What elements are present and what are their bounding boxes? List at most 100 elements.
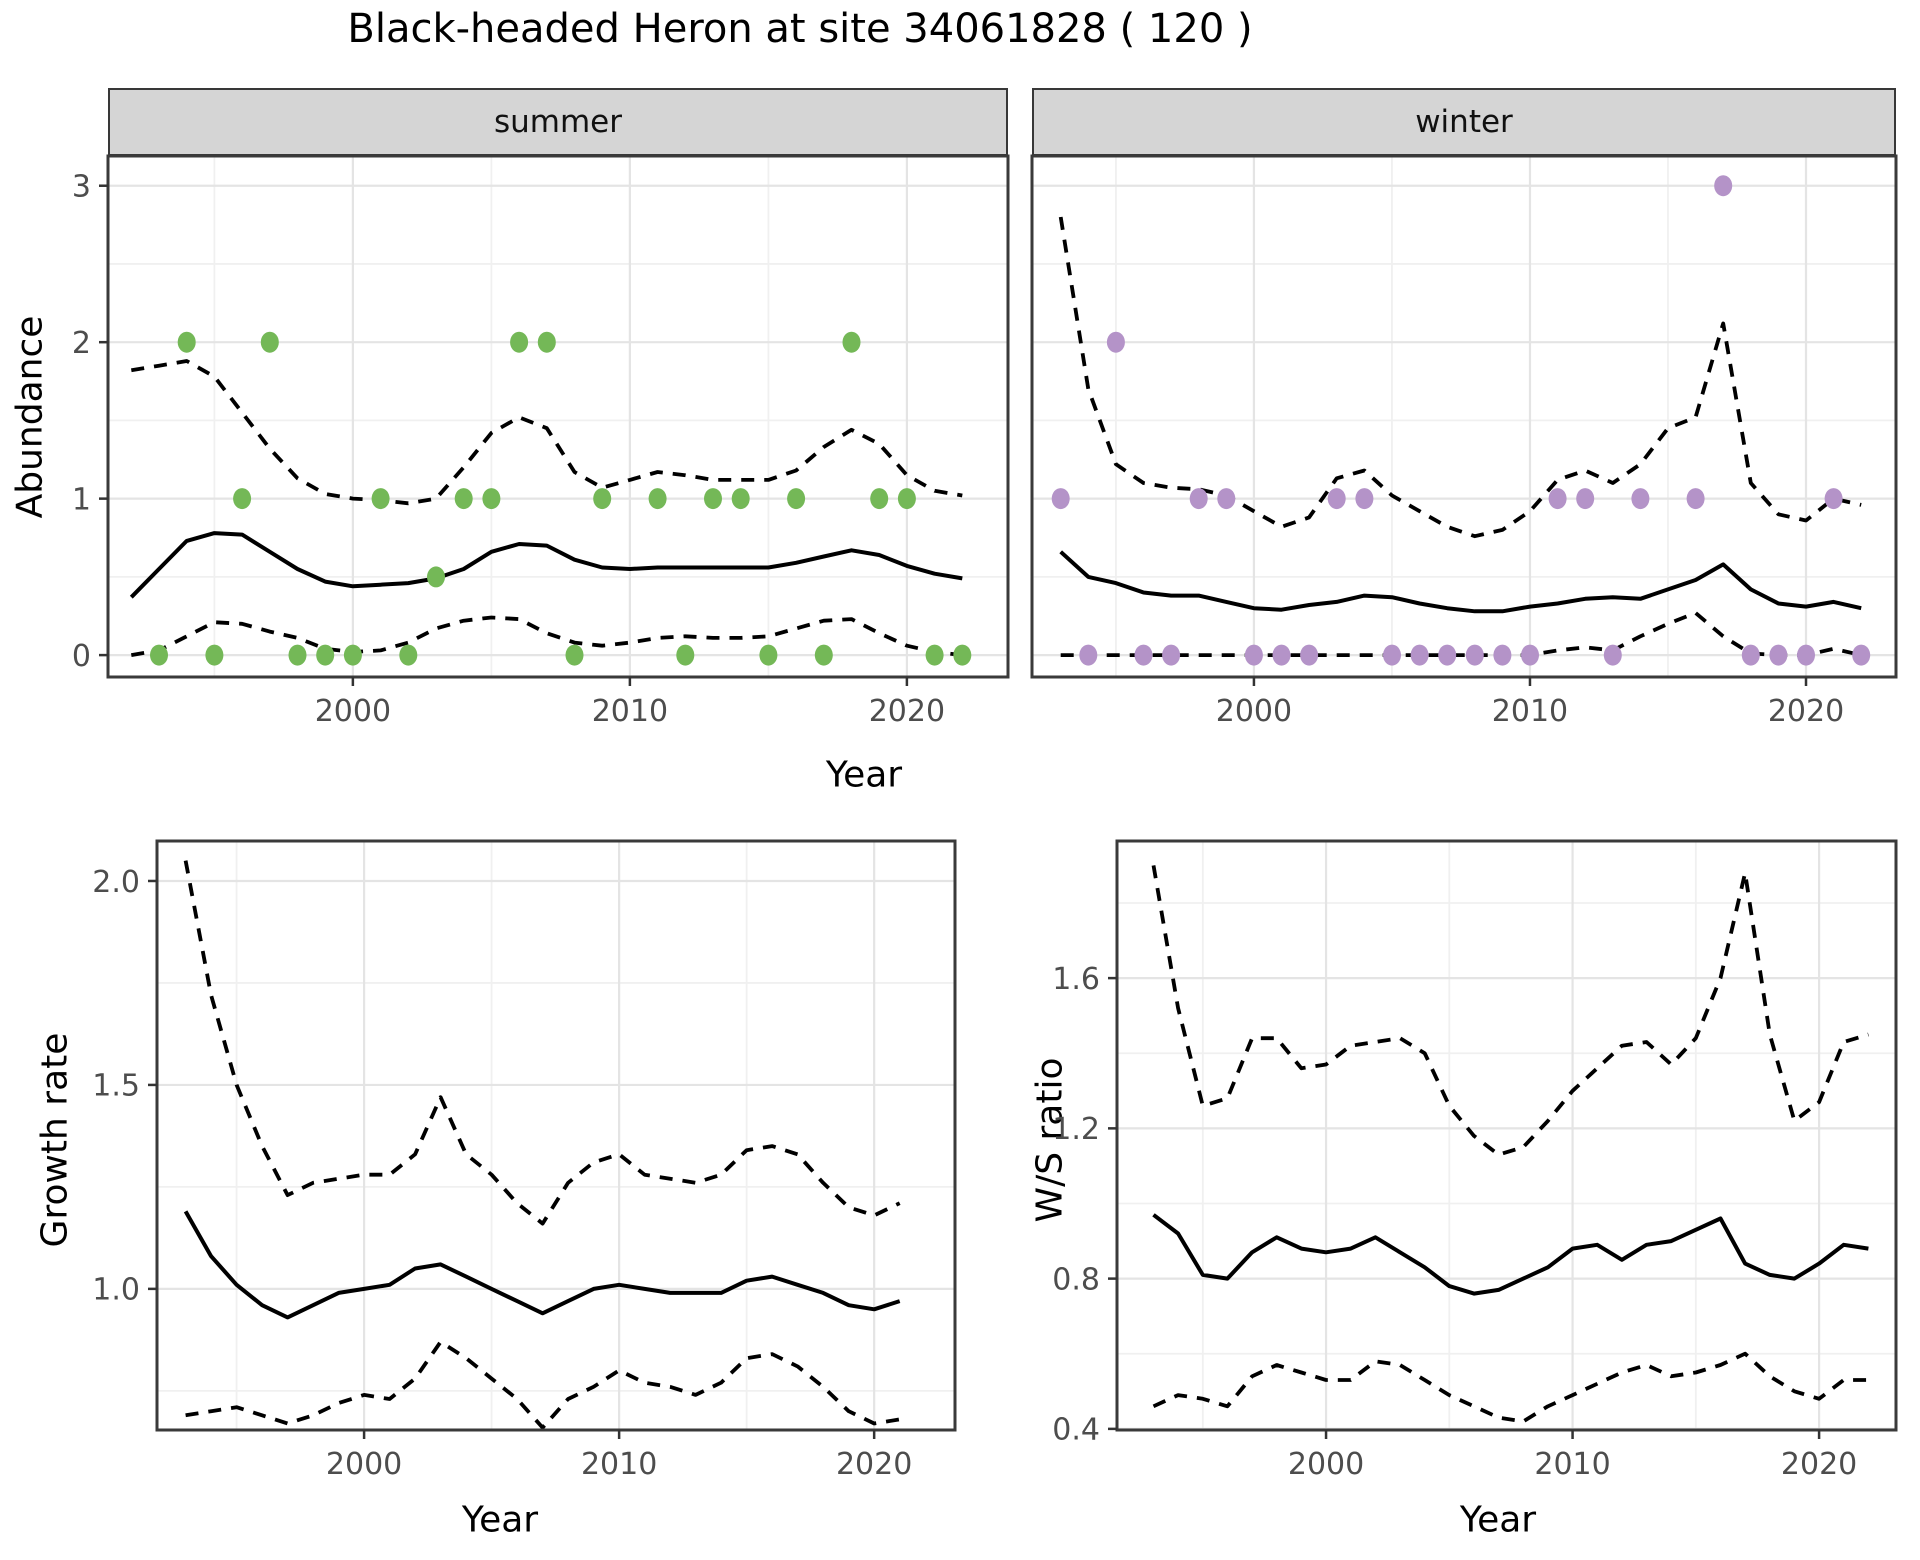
axis-ticks: 2000 2010 2020 0 1 2 3 xyxy=(72,170,945,729)
upper-ci-line xyxy=(1058,216,1862,539)
x-tick-label: 2010 xyxy=(1492,694,1568,729)
observation-point xyxy=(1217,488,1236,510)
x-tick-label: 2010 xyxy=(1534,1447,1610,1482)
observation-point xyxy=(399,644,418,666)
y-tick-label: 2.0 xyxy=(92,865,140,900)
observation-point xyxy=(177,331,196,353)
observation-point xyxy=(1603,644,1622,666)
facet-strip-summer-label: summer xyxy=(493,104,622,140)
observation-point xyxy=(1852,644,1871,666)
observation-point xyxy=(953,644,972,666)
x-tick-label: 2020 xyxy=(1781,1447,1857,1482)
x-tick-label: 2000 xyxy=(326,1447,402,1482)
observation-point xyxy=(1327,488,1346,510)
panel-growth-rate: 2000 2010 2020 1.0 1.5 2.0 xyxy=(92,839,957,1482)
x-axis-title-year-growth: Year xyxy=(461,1499,539,1541)
observation-point xyxy=(343,644,362,666)
y-tick-label: 1.5 xyxy=(92,1069,140,1104)
observation-point xyxy=(842,331,861,353)
panel-border xyxy=(1115,839,1898,1432)
observation-point xyxy=(1410,644,1429,666)
observation-point xyxy=(1300,644,1319,666)
panel-abundance-summer: 2000 2010 2020 0 1 2 3 xyxy=(72,154,1010,729)
observation-point xyxy=(1714,175,1733,197)
observation-point xyxy=(454,488,473,510)
observation-point xyxy=(1079,644,1098,666)
y-tick-label: 2 xyxy=(72,326,91,361)
observation-point xyxy=(1797,644,1815,666)
lower-ci-line xyxy=(1152,1351,1869,1424)
observation-point xyxy=(1106,331,1125,353)
panel-border xyxy=(106,154,1010,679)
observation-point xyxy=(1686,488,1705,510)
observation-point xyxy=(1631,488,1650,510)
x-tick-label: 2010 xyxy=(592,694,668,729)
x-tick-label: 2000 xyxy=(1288,1447,1364,1482)
axis-ticks: 2000 2010 2020 xyxy=(1216,677,1844,729)
facet-strip-winter: winter xyxy=(1032,88,1896,156)
panel-background xyxy=(108,156,1008,677)
panel-background xyxy=(157,841,955,1430)
median-line xyxy=(1152,1213,1869,1296)
y-tick-label: 1.6 xyxy=(1052,962,1100,997)
grid-major xyxy=(108,156,1008,677)
observation-point xyxy=(787,488,806,510)
observation-point xyxy=(233,488,252,510)
x-tick-label: 2010 xyxy=(581,1447,657,1482)
observation-point xyxy=(1051,488,1070,510)
observation-point xyxy=(510,331,529,353)
observation-point xyxy=(897,488,916,510)
facet-strip-winter-label: winter xyxy=(1415,104,1513,140)
x-tick-label: 2020 xyxy=(836,1447,912,1482)
observation-point xyxy=(1162,644,1181,666)
observation-point xyxy=(427,566,445,588)
observation-point xyxy=(1576,488,1595,510)
x-tick-label: 2000 xyxy=(1216,694,1292,729)
y-tick-label: 1.0 xyxy=(92,1273,140,1308)
grid-minor xyxy=(1117,841,1896,1430)
y-tick-label: 0 xyxy=(72,639,91,674)
observation-point xyxy=(731,488,750,510)
observation-point xyxy=(1769,644,1788,666)
observations xyxy=(1051,175,1871,666)
grid-minor xyxy=(1032,156,1896,677)
panel-abundance-winter: 2000 2010 2020 xyxy=(1030,154,1898,729)
axis-ticks: 2000 2010 2020 0.4 0.8 1.2 1.6 xyxy=(1052,962,1857,1482)
observation-point xyxy=(1244,644,1263,666)
x-tick-label: 2020 xyxy=(869,694,945,729)
observation-point xyxy=(648,488,667,510)
observation-point xyxy=(759,644,778,666)
upper-ci-line xyxy=(1151,865,1869,1157)
observation-point xyxy=(150,644,168,666)
observation-point xyxy=(1383,644,1401,666)
median-line xyxy=(129,531,963,599)
y-tick-label: 0.4 xyxy=(1052,1413,1100,1448)
x-axis-title-year-top: Year xyxy=(825,754,903,796)
lower-ci-line xyxy=(1060,611,1862,657)
x-axis-title-year-ws: Year xyxy=(1459,1499,1537,1541)
observation-point xyxy=(1438,644,1457,666)
observations xyxy=(150,331,972,666)
observation-point xyxy=(1134,644,1153,666)
facet-strip-summer: summer xyxy=(108,88,1008,156)
observation-point xyxy=(925,644,944,666)
axis-ticks: 2000 2010 2020 1.0 1.5 2.0 xyxy=(92,865,912,1482)
panel-border xyxy=(1030,154,1898,679)
observation-point xyxy=(205,644,224,666)
observation-point xyxy=(565,644,584,666)
observation-point xyxy=(704,488,722,510)
observation-point xyxy=(814,644,833,666)
grid-major xyxy=(157,841,955,1430)
x-tick-label: 2000 xyxy=(315,694,391,729)
observation-point xyxy=(593,488,612,510)
panel-border xyxy=(155,839,957,1432)
median-line xyxy=(1059,550,1862,614)
lower-ci-line xyxy=(130,615,963,657)
lower-ci-line xyxy=(185,1340,901,1430)
panel-ws-ratio: 2000 2010 2020 0.4 0.8 1.2 1.6 xyxy=(1052,839,1898,1482)
grid-minor xyxy=(157,841,955,1430)
upper-ci-line xyxy=(183,860,901,1226)
y-tick-label: 3 xyxy=(72,170,91,205)
